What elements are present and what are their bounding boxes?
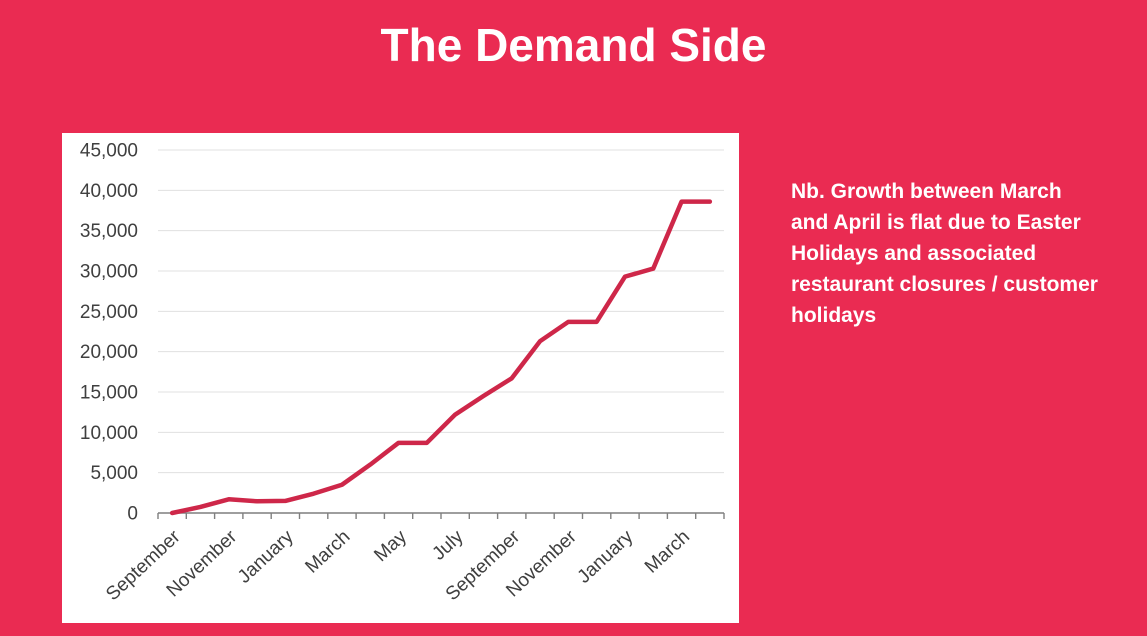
x-axis-tick-label: March <box>641 526 694 577</box>
y-axis-tick-label: 40,000 <box>80 181 138 202</box>
x-axis-tick-label: May <box>370 526 411 566</box>
y-axis-tick-label: 45,000 <box>80 141 138 162</box>
y-axis-tick-label: 10,000 <box>80 423 138 444</box>
x-axis-tick-label: January <box>234 526 298 588</box>
chart-panel: 0 5,000 10,000 15,000 20,000 25,000 30,000 35,0… <box>62 133 739 623</box>
x-axis-tick-label: July <box>429 526 468 565</box>
y-axis-tick-label: 0 <box>127 504 138 525</box>
y-axis-tick-label: 25,000 <box>80 302 138 323</box>
y-axis-tick-label: 20,000 <box>80 342 138 363</box>
note-text: Nb. Growth between March and April is fl… <box>791 180 1098 327</box>
x-axis-tick-label: January <box>574 526 638 588</box>
demand-line-chart: 0 5,000 10,000 15,000 20,000 25,000 30,000 35,0… <box>80 141 725 605</box>
y-axis-tick-label: 5,000 <box>90 463 138 484</box>
y-axis-tick-label: 15,000 <box>80 383 138 404</box>
y-axis-tick-label: 30,000 <box>80 262 138 283</box>
page-title: The Demand Side <box>380 19 767 71</box>
x-axis-tick-label: March <box>301 526 354 577</box>
y-axis-tick-label: 35,000 <box>80 221 138 242</box>
series-line <box>169 199 713 516</box>
